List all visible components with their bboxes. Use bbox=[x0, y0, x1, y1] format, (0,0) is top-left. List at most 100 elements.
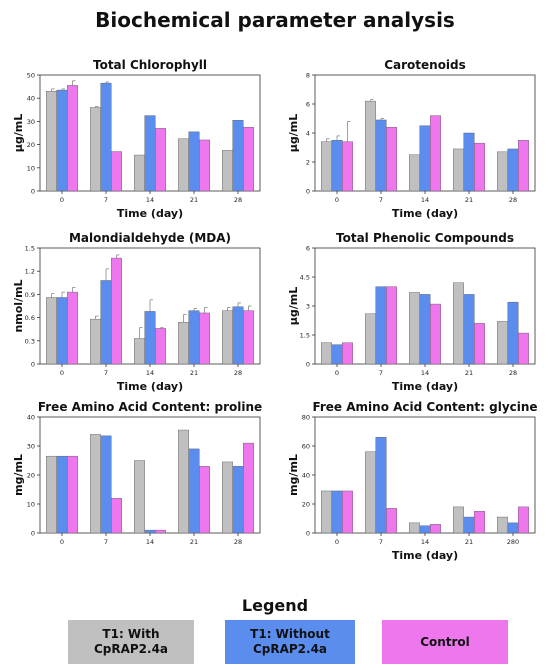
y-tick-label: 0 bbox=[31, 188, 35, 196]
bar-t1-with bbox=[222, 310, 233, 365]
bar-t1-without bbox=[144, 311, 156, 365]
y-tick-label: 8 bbox=[306, 72, 310, 80]
bar-t1-without bbox=[188, 448, 200, 534]
bar-control bbox=[474, 323, 485, 365]
bar-t1-with bbox=[134, 338, 145, 365]
y-tick-label: 10 bbox=[27, 501, 35, 509]
bar-control bbox=[67, 455, 78, 534]
bar-control bbox=[430, 524, 441, 534]
y-tick-label: 20 bbox=[27, 472, 35, 480]
bar-control bbox=[518, 140, 529, 192]
x-tick-label: 21 bbox=[190, 196, 198, 204]
x-tick-label: 7 bbox=[104, 369, 108, 377]
y-tick-label: 0.6 bbox=[25, 314, 35, 322]
bar-t1-without bbox=[419, 125, 431, 192]
x-tick-label: 28 bbox=[234, 538, 242, 546]
bar-t1-with bbox=[134, 154, 145, 192]
bar-t1-with bbox=[222, 150, 233, 192]
x-tick-label: 7 bbox=[379, 538, 383, 546]
bar-control bbox=[111, 257, 122, 365]
x-tick-label: 14 bbox=[146, 538, 154, 546]
y-tick-label: 4.5 bbox=[300, 274, 310, 282]
bar-t1-without bbox=[507, 522, 519, 534]
y-tick-label: 30 bbox=[27, 118, 35, 126]
bar-t1-without bbox=[419, 525, 431, 534]
bar-control bbox=[386, 126, 397, 192]
y-tick-label: 1.5 bbox=[25, 245, 35, 253]
bar-control bbox=[155, 529, 166, 534]
bar-t1-without bbox=[100, 280, 112, 365]
bar-t1-with bbox=[453, 506, 464, 534]
bar-t1-without bbox=[331, 490, 343, 534]
x-axis-label: Time (day) bbox=[117, 380, 183, 393]
bar-t1-with bbox=[453, 148, 464, 192]
bar-control bbox=[342, 342, 353, 365]
x-tick-label: 280 bbox=[507, 538, 519, 546]
chart-svg: Free Amino Acid Content: glycine 0 20 40 60 8… bbox=[287, 400, 538, 562]
legend-item-t1-without: T1: Without CpRAP2.4a bbox=[225, 620, 355, 664]
bar-t1-without bbox=[331, 344, 343, 365]
bar-control bbox=[243, 310, 254, 365]
x-axis-label: Time (day) bbox=[392, 207, 458, 220]
bar-t1-with bbox=[497, 516, 508, 534]
y-tick-label: 0 bbox=[306, 361, 310, 369]
bar-t1-without bbox=[100, 82, 112, 192]
y-tick-label: 40 bbox=[27, 95, 35, 103]
bar-t1-with bbox=[178, 429, 189, 534]
bar-t1-with bbox=[321, 141, 332, 192]
y-tick-label: 0.9 bbox=[25, 291, 35, 299]
bar-t1-without bbox=[375, 437, 387, 534]
y-axis-label: mg/mL bbox=[12, 454, 25, 496]
bar-control bbox=[67, 291, 78, 365]
legend-item-t1-with: T1: With CpRAP2.4a bbox=[68, 620, 194, 664]
x-tick-label: 28 bbox=[509, 196, 517, 204]
y-tick-label: 6 bbox=[306, 101, 310, 109]
bar-t1-without bbox=[188, 310, 200, 365]
page-title: Biochemical parameter analysis bbox=[95, 8, 455, 32]
bar-control bbox=[342, 141, 353, 192]
bar-control bbox=[111, 497, 122, 534]
chart-svg: Malondialdehyde (MDA) 0 0.3 0.6 0.9 1.2 1.5 nmo… bbox=[12, 231, 261, 393]
chart-svg: Total Chlorophyll 0 10 20 30 40 50 μg/mL 0 7 14 21 2… bbox=[12, 58, 261, 220]
x-tick-label: 7 bbox=[104, 196, 108, 204]
x-tick-label: 21 bbox=[190, 369, 198, 377]
y-tick-label: 20 bbox=[302, 501, 310, 509]
y-tick-label: 80 bbox=[302, 414, 310, 422]
bar-t1-without bbox=[144, 115, 156, 192]
x-tick-label: 14 bbox=[421, 369, 429, 377]
x-axis-label: Time (day) bbox=[392, 380, 458, 393]
x-axis-label: Time (day) bbox=[117, 207, 183, 220]
x-tick-label: 14 bbox=[146, 369, 154, 377]
x-tick-label: 0 bbox=[335, 538, 339, 546]
x-axis-label: Time (day) bbox=[392, 549, 458, 562]
y-tick-label: 20 bbox=[27, 141, 35, 149]
bar-control bbox=[518, 332, 529, 365]
bar-control bbox=[199, 139, 210, 192]
x-tick-label: 14 bbox=[146, 196, 154, 204]
y-tick-label: 1.5 bbox=[300, 332, 310, 340]
y-axis-label: μg/mL bbox=[287, 287, 300, 325]
bar-t1-with bbox=[90, 434, 101, 534]
y-tick-label: 40 bbox=[27, 414, 35, 422]
y-tick-label: 50 bbox=[27, 72, 35, 80]
bar-t1-without bbox=[507, 148, 519, 192]
bar-t1-with bbox=[46, 91, 57, 192]
chart-title: Total Chlorophyll bbox=[93, 58, 207, 72]
chart-total-chlorophyll: Total Chlorophyll 0 10 20 30 40 50 μg/mL 0 7 14 21 2… bbox=[10, 55, 270, 220]
bar-t1-without bbox=[232, 120, 244, 192]
bar-t1-with bbox=[222, 461, 233, 534]
x-tick-label: 0 bbox=[60, 369, 64, 377]
bar-control bbox=[430, 303, 441, 365]
bar-t1-without bbox=[463, 516, 475, 534]
bar-t1-without bbox=[419, 294, 431, 365]
bar-control bbox=[386, 508, 397, 534]
bar-t1-with bbox=[365, 100, 376, 192]
bar-t1-without bbox=[463, 132, 475, 192]
bar-t1-without bbox=[331, 140, 343, 192]
y-tick-label: 30 bbox=[27, 443, 35, 451]
bar-t1-with bbox=[321, 490, 332, 534]
legend-item-control: Control bbox=[382, 620, 508, 664]
bar-t1-without bbox=[463, 294, 475, 365]
bar-t1-without bbox=[232, 466, 244, 534]
bar-t1-without bbox=[232, 306, 244, 365]
